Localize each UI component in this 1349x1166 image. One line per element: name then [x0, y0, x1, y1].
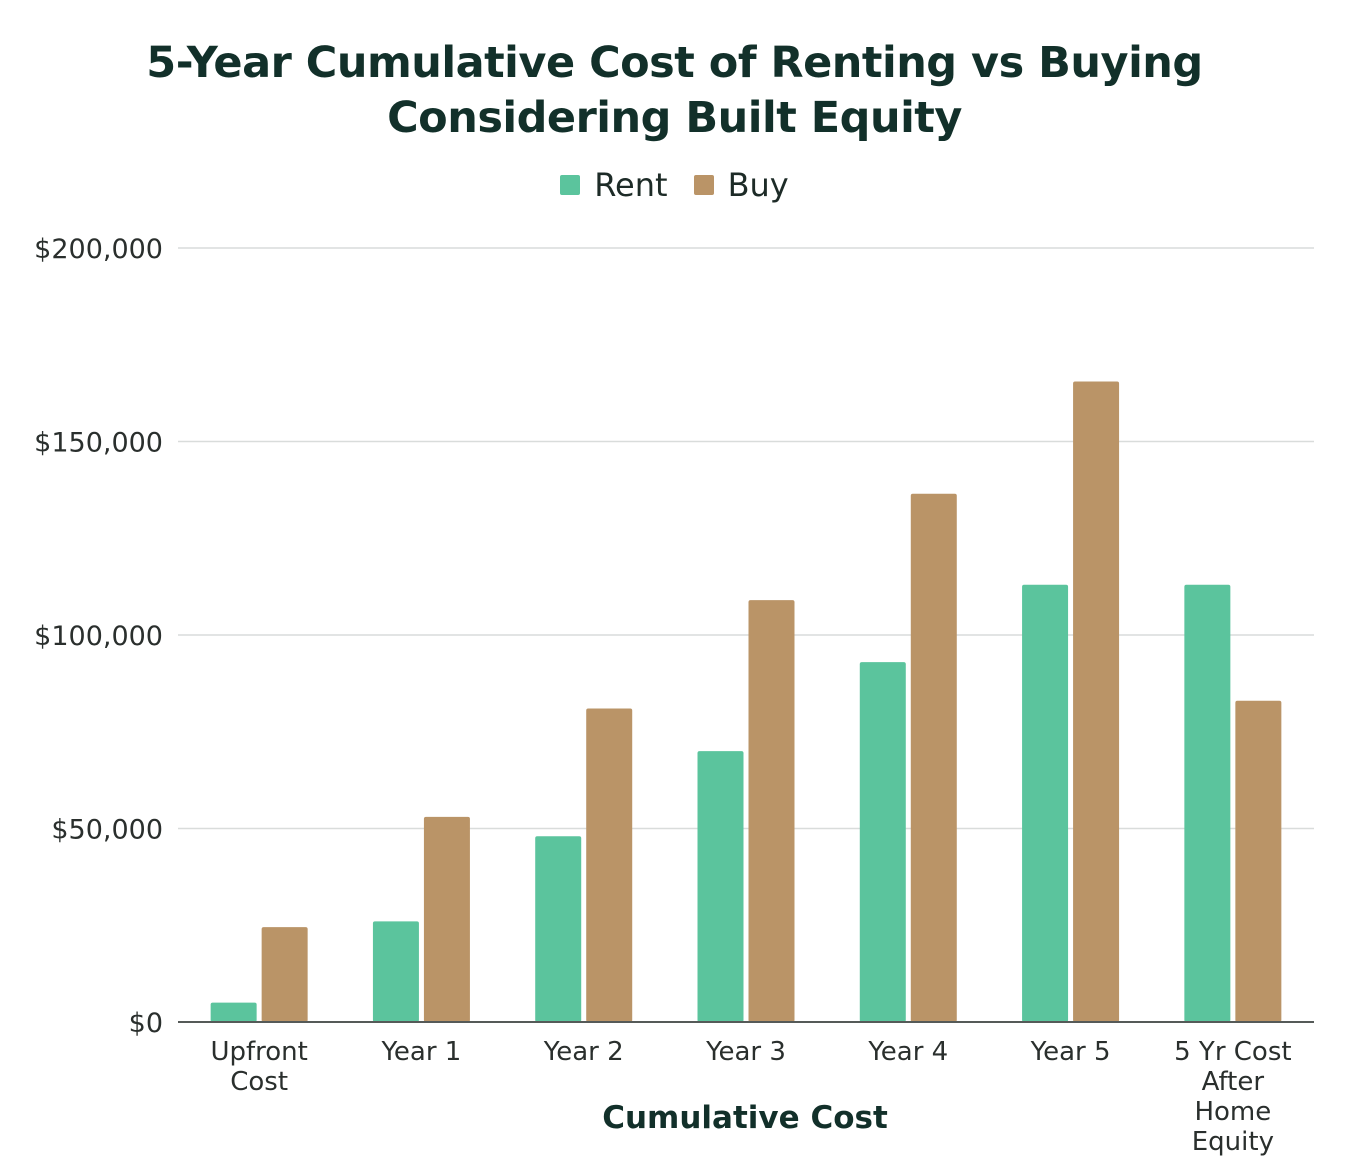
bar-rent	[535, 836, 582, 1022]
legend-item-buy: Buy	[693, 166, 789, 204]
bar-rent	[1022, 584, 1069, 1022]
bar-buy	[910, 493, 957, 1022]
x-tick-label: Year 5	[1030, 1037, 1111, 1067]
x-tick-label: Home	[1194, 1097, 1271, 1127]
x-tick-label: Cost	[230, 1067, 288, 1097]
x-tick-label: Year 4	[867, 1037, 948, 1067]
x-axis-label: Cumulative Cost	[602, 1100, 888, 1136]
bar-rent	[1184, 584, 1231, 1022]
legend: Rent Buy	[0, 166, 1349, 204]
bar-buy	[1073, 381, 1120, 1022]
legend-swatch-buy	[693, 175, 714, 195]
legend-label-buy: Buy	[727, 166, 789, 204]
legend-swatch-rent	[560, 175, 581, 195]
legend-item-rent: Rent	[560, 166, 668, 204]
bar-buy	[586, 708, 633, 1022]
bar-buy	[1235, 700, 1282, 1022]
chart-title-line-1: 5-Year Cumulative Cost of Renting vs Buy…	[146, 38, 1203, 88]
bar-rent	[859, 662, 906, 1022]
x-tick-label: Year 3	[705, 1037, 786, 1067]
bar-rent	[372, 921, 419, 1022]
chart-title-line-2: Considering Built Equity	[387, 93, 962, 143]
bar-rent	[210, 1002, 257, 1022]
x-tick-label: 5 Yr Cost	[1174, 1037, 1291, 1067]
x-tick-label: After	[1202, 1067, 1265, 1097]
bar-buy	[748, 600, 795, 1022]
y-tick-label: $150,000	[34, 428, 163, 459]
bar-buy	[261, 927, 308, 1022]
x-tick-label: Upfront	[210, 1037, 307, 1067]
x-tick-label: Year 2	[543, 1037, 624, 1067]
x-tick-label: Year 1	[380, 1037, 461, 1067]
bar-buy	[423, 816, 470, 1022]
x-tick-label: Equity	[1192, 1127, 1274, 1157]
legend-label-rent: Rent	[594, 166, 668, 204]
y-tick-label: $50,000	[51, 815, 163, 846]
y-tick-label: $100,000	[34, 621, 163, 652]
bar-rent	[697, 751, 744, 1022]
y-tick-label: $200,000	[34, 234, 163, 265]
y-tick-label: $0	[129, 1008, 163, 1039]
